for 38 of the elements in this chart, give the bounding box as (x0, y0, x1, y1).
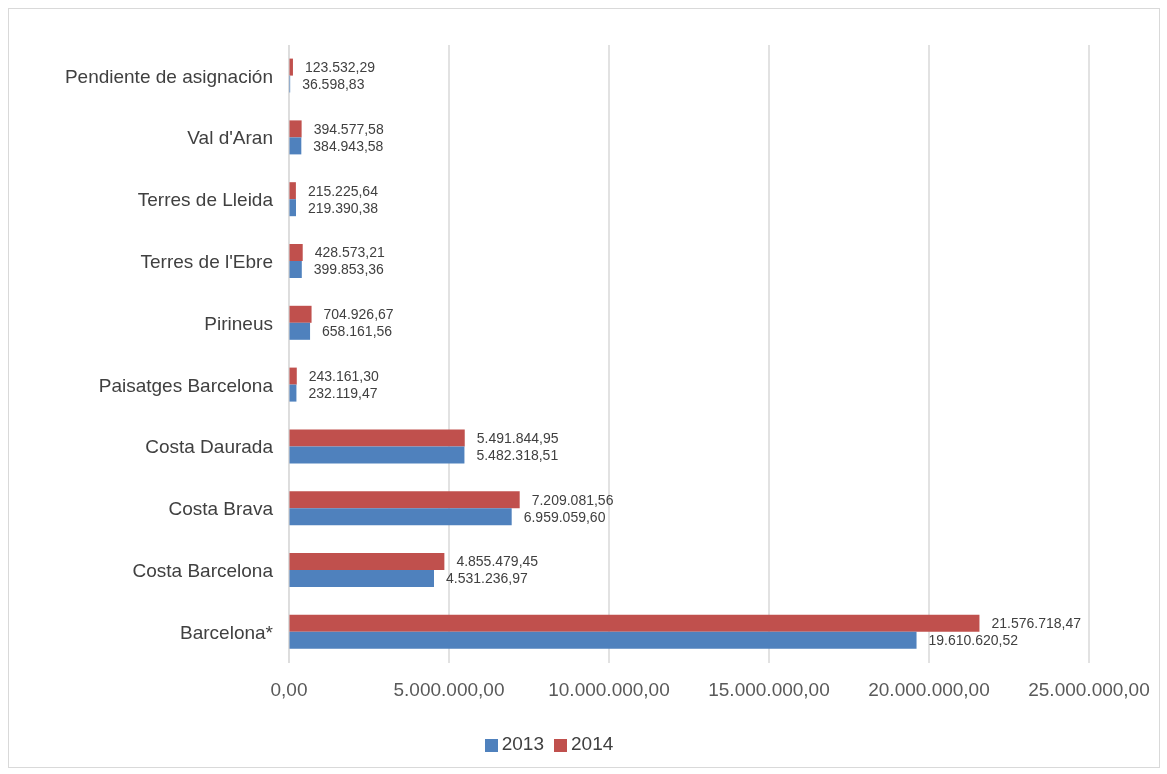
y-tick-label: Paisatges Barcelona (98, 374, 274, 396)
data-label: 4.531.236,97 (446, 570, 528, 587)
legend-label: 2014 (571, 733, 614, 754)
data-label: 7.209.081,56 (531, 491, 614, 508)
y-tick-label: Terres de l'Ebre (140, 251, 273, 273)
x-tick-label: 0,00 (270, 679, 308, 701)
x-tick-label: 25.000.000,00 (1028, 679, 1150, 701)
data-label: 232.119,47 (308, 385, 378, 401)
y-tick-label: Terres de Lleida (137, 189, 274, 211)
y-tick-label: Costa Daurada (145, 436, 274, 458)
data-label: 704.926,67 (323, 306, 394, 323)
data-label: 428.573,21 (314, 244, 385, 261)
y-tick-label: Pendiente de asignación (64, 65, 273, 87)
y-tick-label: Costa Brava (168, 498, 274, 520)
data-label: 21.576.718,47 (991, 615, 1082, 632)
x-tick-label: 10.000.000,00 (548, 679, 670, 701)
y-tick-label: Barcelona* (180, 621, 274, 643)
data-label: 219.390,38 (308, 199, 379, 216)
data-label: 5.482.318,51 (476, 446, 559, 463)
data-label: 6.959.059,60 (523, 508, 606, 525)
data-label: 658.161,56 (322, 323, 393, 340)
data-label: 384.943,58 (313, 137, 384, 154)
legend-label: 2013 (501, 733, 544, 754)
data-label: 19.610.620,52 (928, 632, 1019, 649)
y-tick-label: Val d'Aran (187, 127, 273, 149)
x-tick-label: 5.000.000,00 (393, 679, 505, 701)
y-tick-label: Pirineus (204, 312, 273, 334)
x-tick-label: 15.000.000,00 (708, 679, 830, 701)
y-tick-label: Costa Barcelona (132, 560, 274, 582)
data-label: 5.491.844,95 (476, 429, 559, 446)
data-label: 123.532,29 (304, 59, 376, 75)
data-label: 394.577,58 (313, 120, 384, 137)
data-label: 243.161,30 (308, 368, 380, 384)
data-label: 215.225,64 (307, 182, 379, 199)
data-label: 36.598,83 (302, 76, 365, 92)
x-tick-label: 20.000.000,00 (868, 679, 990, 701)
data-label: 4.855.479,45 (456, 553, 539, 570)
data-label: 399.853,36 (313, 261, 385, 278)
